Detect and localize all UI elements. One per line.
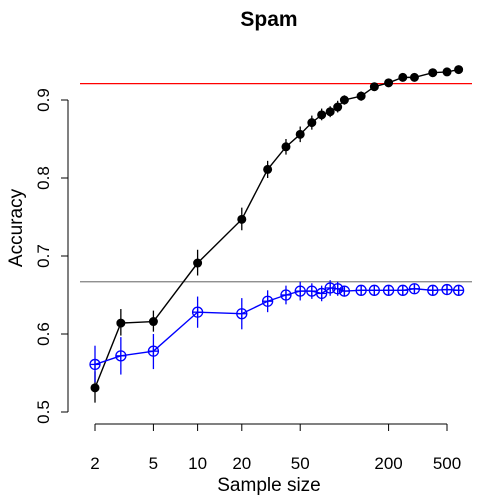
data-point [89,358,101,371]
data-point [427,284,439,296]
x-tick-label: 2 [90,454,99,473]
x-tick-label: 10 [188,454,207,473]
data-point [317,110,327,120]
data-point [191,306,204,318]
data-point [306,285,318,297]
y-tick-label: 0.7 [34,244,53,268]
y-tick-label: 0.9 [34,88,53,112]
data-point [332,283,344,295]
x-tick-label: 200 [374,454,402,473]
series-line-0 [94,68,459,389]
y-axis: 0.5 0.6 0.7 0.8 0.9 [34,88,69,424]
data-point [147,345,160,357]
data-point [356,91,366,101]
data-point [442,67,452,77]
data-point [333,102,343,112]
data-point [236,308,248,320]
data-point [409,72,419,82]
data-point [307,118,317,128]
data-point [294,285,306,297]
series-1 [89,280,465,383]
data-point [339,95,349,105]
data-point [368,284,381,296]
data-point [116,318,126,328]
x-axis: 2 5 10 20 50 200 500 [90,423,461,473]
y-tick-label: 0.8 [34,166,53,190]
data-point [148,317,158,327]
data-point [369,82,379,92]
y-axis-label: Accuracy [6,188,27,267]
data-point [295,129,305,139]
data-point [428,68,438,78]
data-point [355,284,367,296]
data-point [281,142,291,152]
data-point [338,285,351,297]
y-tick-label: 0.6 [34,322,53,346]
data-point [115,350,127,362]
data-point [384,78,394,88]
data-point [454,65,464,75]
data-point [263,164,273,174]
chart-title: Spam [240,8,297,31]
data-point [316,287,328,300]
data-point [325,107,335,117]
x-tick-label: 50 [291,454,310,473]
data-point [382,284,395,296]
data-point [261,295,274,307]
y-tick-label: 0.5 [34,400,53,424]
data-point [441,283,453,296]
plot-area [80,65,472,403]
x-tick-label: 20 [232,454,251,473]
series-0 [90,65,464,403]
data-point [397,284,409,296]
data-point [193,258,203,268]
data-point [408,283,421,295]
series-line-1 [94,287,459,366]
data-point [280,289,292,301]
data-point [324,282,336,294]
x-tick-label: 5 [149,454,158,473]
data-point [237,214,247,224]
data-point [398,72,408,82]
data-point [452,284,465,296]
x-tick-label: 500 [433,454,461,473]
x-axis-label: Sample size [217,475,321,496]
data-point [90,383,100,393]
